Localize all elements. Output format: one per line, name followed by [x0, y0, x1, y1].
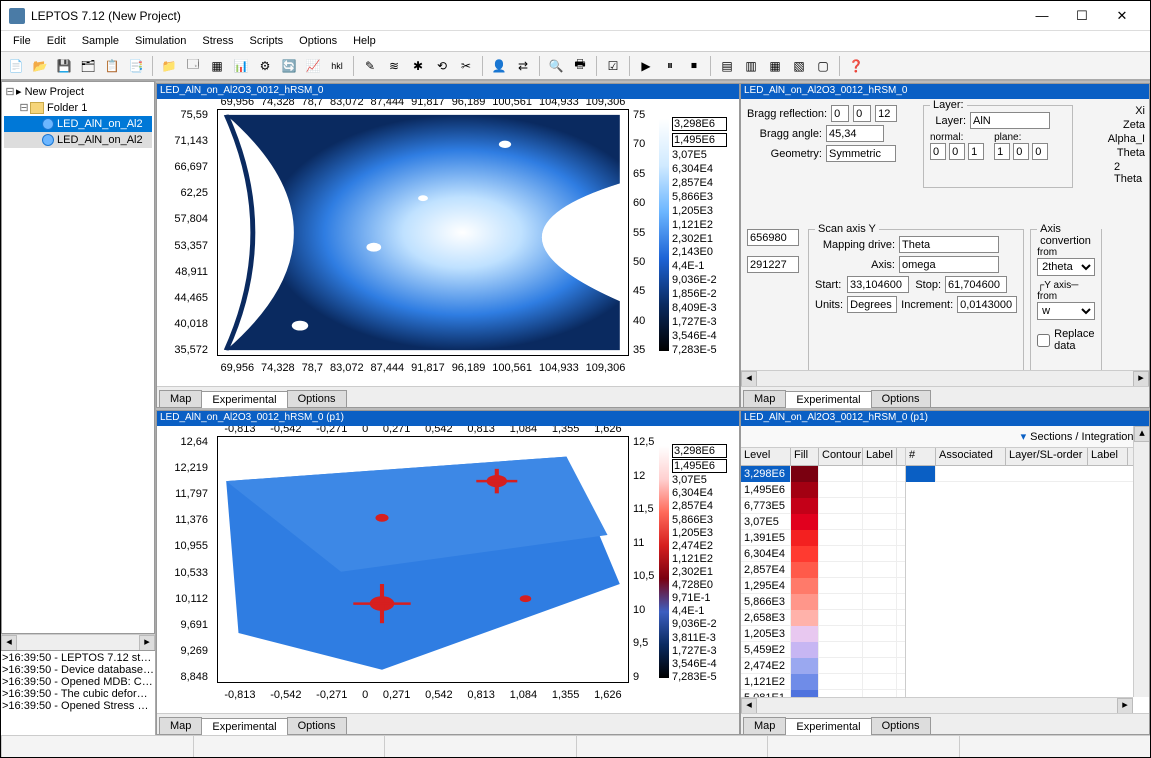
tb-f[interactable]: ✂	[455, 55, 477, 77]
yaxis-left-b: 12,6412,21911,79711,37610,95510,53310,11…	[157, 436, 212, 683]
tb-stop[interactable]: ⏹	[683, 55, 705, 77]
assoc-table[interactable]: # Associated Layer/SL-order Label	[906, 448, 1149, 713]
tb-c[interactable]: 🔄	[278, 55, 300, 77]
tb-b[interactable]: ⚙	[254, 55, 276, 77]
toolbar: 📄 📂 💾 🗂 📋 📑 📁 🗔 ▦ 📊 ⚙ 🔄 📈 hkl ✎ ≋ ✱ ⟲ ✂ …	[1, 51, 1150, 81]
tb-saveall[interactable]: 🗂	[77, 55, 99, 77]
tree-file-1[interactable]: LED_AlN_on_Al2	[57, 118, 143, 130]
colorbar-top	[659, 119, 669, 351]
tab-experimental[interactable]: Experimental	[201, 391, 287, 408]
tb-new[interactable]: 📄	[5, 55, 27, 77]
tb-win[interactable]: 🗔	[182, 55, 204, 77]
menu-options[interactable]: Options	[291, 33, 345, 49]
scroll-v[interactable]: ▴	[1133, 426, 1149, 697]
xaxis-bottom-b: -0,813-0,542-0,27100,2710,5420,8131,0841…	[217, 689, 629, 701]
tab-options[interactable]: Options	[287, 390, 347, 407]
tb-pause[interactable]: ⏸	[659, 55, 681, 77]
maximize-button[interactable]: ☐	[1062, 4, 1102, 28]
colorbar-labels-top: 3,298E61,495E63,07E56,304E42,857E45,866E…	[672, 117, 727, 356]
xaxis-top: 69,95674,32878,783,07287,44491,81796,189…	[217, 99, 629, 108]
replace-check[interactable]	[1037, 334, 1050, 347]
menu-stress[interactable]: Stress	[194, 33, 241, 49]
tb-zoom[interactable]: 🔍	[545, 55, 567, 77]
side-tabs[interactable]: Xi Zeta Alpha_I Theta 2 Theta	[1114, 99, 1149, 386]
tb-w3[interactable]: ▦	[764, 55, 786, 77]
tb-copy[interactable]: 📋	[101, 55, 123, 77]
tb-play[interactable]: ▶	[635, 55, 657, 77]
stop[interactable]	[945, 276, 1007, 293]
tree-root[interactable]: New Project	[25, 86, 84, 98]
xaxis-bottom: 69,95674,32878,783,07287,44491,81796,189…	[217, 362, 629, 374]
app-icon	[9, 8, 25, 24]
tb-doc[interactable]: 📑	[125, 55, 147, 77]
menu-help[interactable]: Help	[345, 33, 384, 49]
increment[interactable]	[957, 296, 1017, 313]
yaxis-from[interactable]: w	[1037, 302, 1095, 320]
tb-g[interactable]: 👤	[488, 55, 510, 77]
tb-d[interactable]: 📈	[302, 55, 324, 77]
bragg-angle[interactable]	[826, 125, 884, 142]
rsm-chart-top[interactable]	[217, 109, 629, 356]
project-tree[interactable]: ⊟▸ New Project ⊟Folder 1 LED_AlN_on_Al2 …	[1, 81, 155, 634]
bragg-l[interactable]	[875, 105, 897, 122]
tb-hkl[interactable]: hkl	[326, 55, 348, 77]
pane-chart-bottom: LED_AlN_on_Al2O3_0012_hRSM_0 (p1) -0,813…	[156, 410, 740, 735]
colorbar-labels-bottom: 3,298E61,495E63,07E56,304E42,857E45,866E…	[672, 444, 727, 683]
tab-map[interactable]: Map	[159, 390, 202, 407]
menu-sample[interactable]: Sample	[74, 33, 127, 49]
pane-sections: LED_AlN_on_Al2O3_0012_hRSM_0 (p1) ▾Secti…	[740, 410, 1150, 735]
yaxis-right: 757065605550454035	[629, 109, 654, 356]
bragg-h[interactable]	[831, 105, 849, 122]
menu-edit[interactable]: Edit	[39, 33, 74, 49]
tb-layers[interactable]: ≋	[383, 55, 405, 77]
menu-file[interactable]: File	[5, 33, 39, 49]
mapping-drive[interactable]	[899, 236, 999, 253]
close-button[interactable]: ✕	[1102, 4, 1142, 28]
tb-h[interactable]: ⇄	[512, 55, 534, 77]
tree-folder[interactable]: Folder 1	[47, 102, 87, 114]
tb-w4[interactable]: ▧	[788, 55, 810, 77]
pane-chart-top: LED_AlN_on_Al2O3_0012_hRSM_0 69,95674,32…	[156, 83, 740, 408]
start[interactable]	[847, 276, 909, 293]
tree-file-2[interactable]: LED_AlN_on_Al2	[57, 134, 143, 146]
window-title: LEPTOS 7.12 (New Project)	[31, 9, 1022, 23]
tb-star[interactable]: ✱	[407, 55, 429, 77]
tb-print[interactable]: 🖶	[569, 55, 591, 77]
colorbar-bottom	[659, 446, 669, 678]
bragg-k[interactable]	[853, 105, 871, 122]
xaxis-from[interactable]: 2theta	[1037, 258, 1095, 276]
log-panel: >16:39:50 - LEPTOS 7.12 star... >16:39:5…	[1, 650, 155, 735]
xaxis-top-b: -0,813-0,542-0,27100,2710,5420,8131,0841…	[217, 426, 629, 435]
layer[interactable]	[970, 112, 1050, 129]
tb-help[interactable]: ❓	[845, 55, 867, 77]
tb-open[interactable]: 📂	[29, 55, 51, 77]
units[interactable]	[847, 296, 897, 313]
geometry[interactable]	[826, 145, 896, 162]
statusbar	[1, 735, 1150, 757]
tb-e[interactable]: ⟲	[431, 55, 453, 77]
tb-w2[interactable]: ▥	[740, 55, 762, 77]
sections-bar[interactable]: ▾Sections / Integrations	[741, 426, 1149, 448]
yaxis-right-b: 12,51211,51110,5109,59	[629, 436, 654, 683]
tb-a[interactable]: 📊	[230, 55, 252, 77]
menubar: File Edit Sample Simulation Stress Scrip…	[1, 31, 1150, 51]
titlebar: LEPTOS 7.12 (New Project) — ☐ ✕	[1, 1, 1150, 31]
yaxis-left: 75,5971,14366,69762,2557,80453,35748,911…	[157, 109, 212, 356]
axis[interactable]	[899, 256, 999, 273]
tb-folder[interactable]: 📁	[158, 55, 180, 77]
menu-simulation[interactable]: Simulation	[127, 33, 194, 49]
tb-w5[interactable]: ▢	[812, 55, 834, 77]
minimize-button[interactable]: —	[1022, 4, 1062, 28]
tb-wand[interactable]: ✎	[359, 55, 381, 77]
tb-check[interactable]: ☑	[602, 55, 624, 77]
levels-table[interactable]: Level Fill Contour Label 3,298E61,495E66…	[741, 448, 906, 713]
menu-scripts[interactable]: Scripts	[242, 33, 292, 49]
pane-header: LED_AlN_on_Al2O3_0012_hRSM_0	[157, 84, 739, 99]
tb-save[interactable]: 💾	[53, 55, 75, 77]
tb-grid[interactable]: ▦	[206, 55, 228, 77]
tb-w1[interactable]: ▤	[716, 55, 738, 77]
rsm-chart-bottom[interactable]	[217, 436, 629, 683]
pane-params: LED_AlN_on_Al2O3_0012_hRSM_0 Bragg refle…	[740, 83, 1150, 408]
tree-scroll[interactable]: ◂▸	[1, 634, 155, 650]
